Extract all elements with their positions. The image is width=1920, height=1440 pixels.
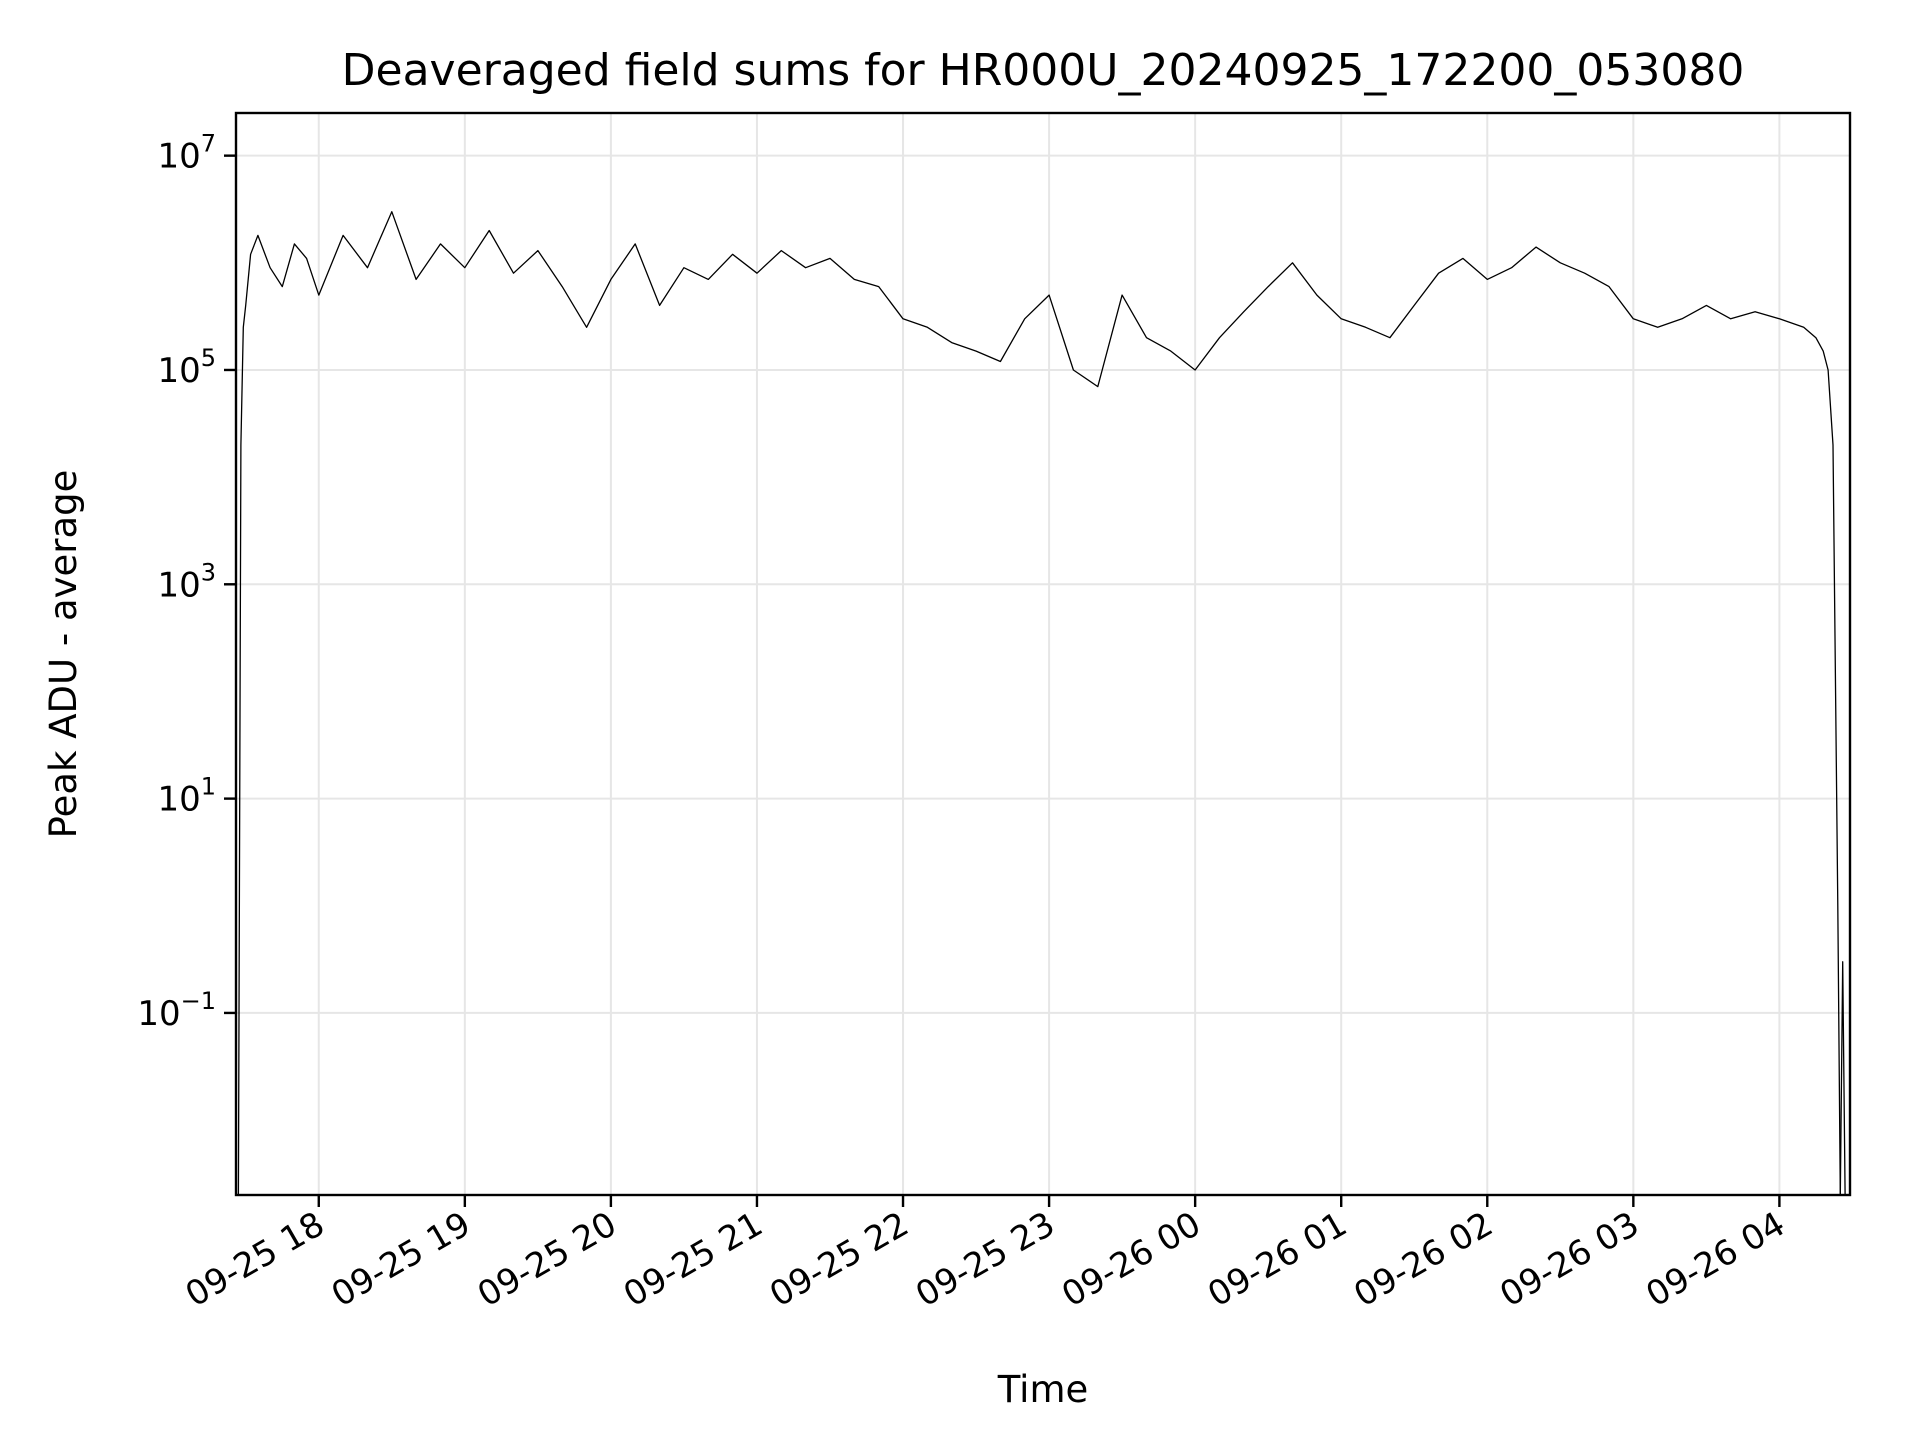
x-axis-label: Time: [997, 1368, 1089, 1411]
x-tick-label: 09-25 22: [763, 1204, 915, 1315]
plot-frame: [234, 111, 1852, 1197]
x-tick-label: 09-25 20: [471, 1204, 623, 1315]
y-axis-label: Peak ADU - average: [42, 470, 85, 839]
y-tick-label: 101: [157, 773, 216, 820]
x-tick-label: 09-26 02: [1347, 1204, 1499, 1315]
x-tick-label: 09-26 03: [1493, 1204, 1645, 1315]
x-tick-label: 09-25 19: [325, 1204, 477, 1315]
y-tick-label: 105: [157, 344, 216, 391]
y-axis: 10−1 101 103 105 107: [137, 130, 236, 1034]
x-tick-label: 09-25 18: [179, 1204, 331, 1315]
y-tick-label: 107: [157, 130, 216, 177]
x-tick-label: 09-26 01: [1201, 1204, 1353, 1315]
grid-lines: [236, 113, 1850, 1195]
x-tick-label: 09-26 04: [1640, 1204, 1792, 1315]
y-tick-label: 103: [157, 558, 216, 605]
series-group: [237, 211, 1846, 1196]
series-line-2: [1839, 961, 1846, 1196]
chart-title: Deaveraged field sums for HR000U_2024092…: [342, 45, 1745, 96]
x-tick-label: 09-26 00: [1055, 1204, 1207, 1315]
series-line-1: [237, 211, 1841, 1196]
x-tick-label: 09-25 23: [909, 1204, 1061, 1315]
y-tick-label: 10−1: [137, 987, 216, 1034]
x-tick-label: 09-25 21: [617, 1204, 769, 1315]
